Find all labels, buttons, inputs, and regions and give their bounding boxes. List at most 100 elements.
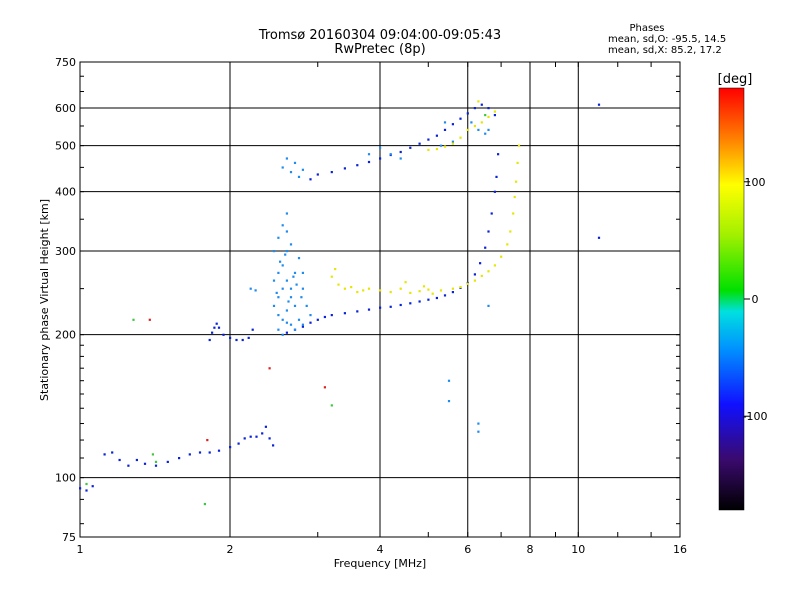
phase-legend-title: Phases [629, 23, 664, 34]
data-point [279, 260, 282, 263]
data-point [217, 326, 221, 329]
data-point [473, 279, 476, 282]
data-point [427, 148, 430, 151]
data-point [367, 153, 371, 156]
data-point [427, 138, 430, 141]
data-point [289, 171, 293, 174]
data-point [255, 435, 258, 438]
data-point [506, 243, 509, 246]
data-point [277, 314, 280, 317]
data-point [399, 157, 402, 160]
data-point [356, 164, 359, 167]
data-point [268, 437, 271, 440]
axis-ticks: 1 2 4 6 8 10 16 75 100 200 300 400 500 600 750 [55, 56, 687, 556]
data-point [261, 432, 264, 435]
data-point [281, 287, 284, 290]
data-point [301, 325, 304, 328]
data-point [379, 289, 382, 292]
data-point [289, 287, 293, 290]
y-tick-label: 200 [55, 329, 76, 342]
data-point [447, 400, 451, 403]
data-point [281, 264, 284, 267]
data-point [188, 453, 191, 456]
data-point [208, 451, 211, 454]
data-point [487, 230, 490, 233]
data-point [487, 270, 490, 273]
colorbar [718, 87, 745, 511]
data-point [118, 458, 121, 462]
y-tick-label: 300 [55, 245, 76, 258]
data-point [389, 291, 392, 294]
data-point [237, 442, 240, 445]
data-point [343, 167, 346, 170]
chart-subtitle: RwPretec (8p) [334, 42, 425, 57]
grid-lines [80, 62, 680, 537]
data-point [79, 487, 82, 490]
data-point [148, 318, 151, 321]
data-point [277, 328, 280, 331]
data-point [477, 430, 480, 433]
data-points [79, 100, 601, 506]
x-tick-label: 4 [377, 543, 384, 556]
data-point [211, 331, 214, 334]
data-point [293, 304, 297, 307]
data-point [277, 271, 280, 274]
data-point [490, 212, 493, 215]
data-point [293, 161, 297, 164]
data-point [309, 314, 312, 317]
data-point [473, 273, 476, 276]
phase-legend-o: mean, sd,O: -95.5, 14.5 [608, 34, 726, 45]
data-point [91, 485, 94, 488]
data-point [213, 326, 216, 329]
data-point [422, 285, 426, 288]
data-point [443, 294, 447, 297]
data-point [399, 287, 402, 290]
data-point [316, 173, 319, 176]
data-point [517, 144, 521, 147]
chart-title: Tromsø 20160304 09:04:00-09:05:43 [258, 28, 501, 43]
data-point [367, 287, 371, 290]
data-point [479, 262, 482, 265]
data-point [473, 125, 476, 128]
data-point [451, 287, 454, 290]
data-point [285, 250, 288, 253]
x-tick-label: 10 [571, 543, 585, 556]
data-point [379, 146, 382, 149]
data-point [285, 331, 288, 334]
data-point [285, 309, 288, 312]
data-point [427, 288, 430, 291]
data-point [235, 338, 238, 342]
data-point [268, 367, 271, 370]
data-point [480, 121, 483, 124]
data-point [443, 121, 447, 124]
data-point [132, 318, 135, 321]
data-point [431, 292, 434, 295]
data-point [435, 148, 438, 151]
data-point [166, 460, 169, 463]
data-point [451, 140, 454, 143]
data-point [85, 482, 88, 486]
data-point [409, 291, 412, 294]
data-point [323, 386, 326, 389]
data-point [295, 283, 298, 286]
data-point [222, 333, 225, 336]
data-point [330, 171, 333, 174]
data-point [379, 306, 382, 309]
data-point [151, 453, 154, 456]
data-point [484, 114, 487, 117]
data-point [404, 281, 407, 284]
data-point [493, 190, 496, 193]
data-point [477, 100, 480, 103]
data-point [264, 425, 267, 428]
data-point [305, 304, 308, 307]
data-point [111, 451, 114, 454]
data-point [439, 144, 443, 147]
data-point [272, 250, 276, 253]
data-point [484, 246, 487, 249]
data-point [451, 291, 454, 294]
data-point [301, 323, 304, 326]
data-point [289, 243, 293, 246]
x-tick-label: 1 [77, 543, 84, 556]
data-point [466, 282, 469, 285]
